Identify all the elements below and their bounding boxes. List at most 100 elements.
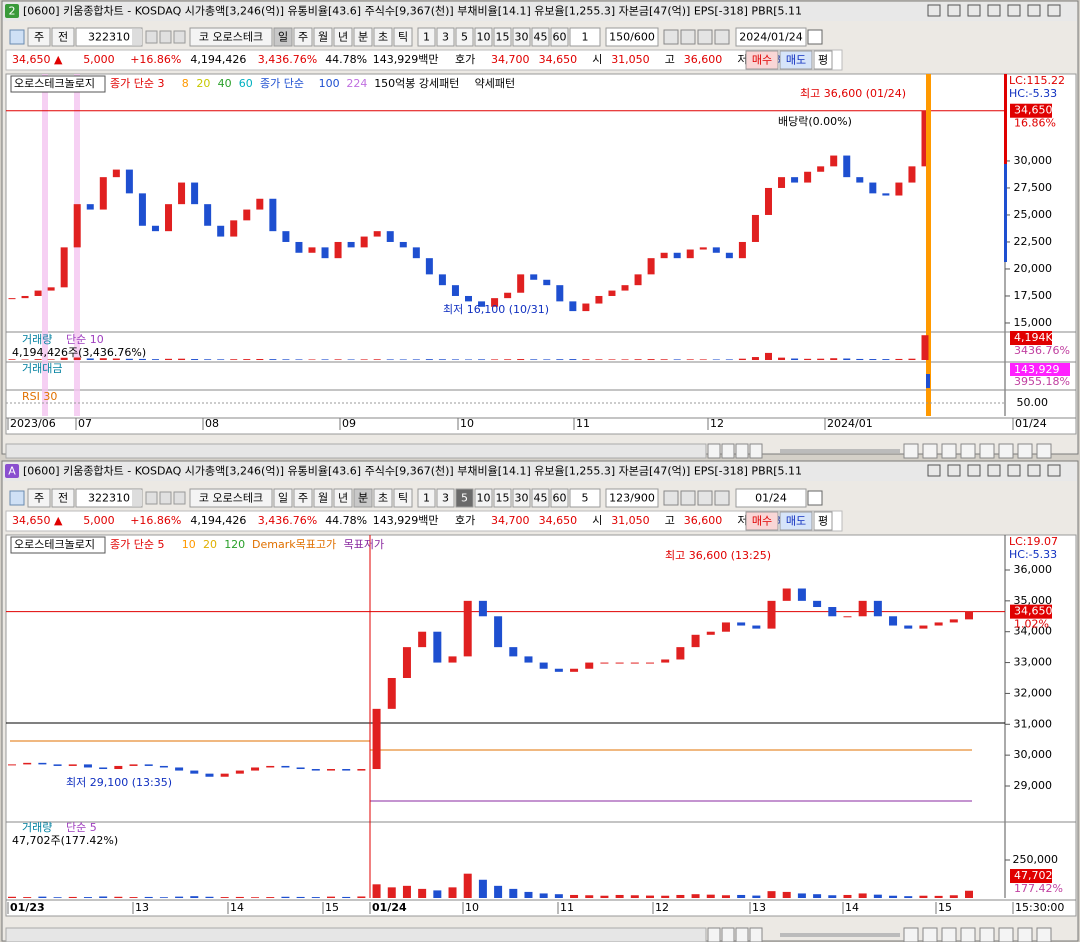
button[interactable] xyxy=(333,27,353,47)
scroll-button[interactable] xyxy=(721,443,735,459)
title-button[interactable] xyxy=(947,464,961,477)
button-label[interactable]: 일 xyxy=(278,30,288,44)
code-input[interactable]: 322310 xyxy=(88,31,130,44)
button[interactable] xyxy=(273,27,293,47)
button[interactable] xyxy=(569,488,601,508)
button-label[interactable]: 3 xyxy=(442,492,449,505)
calendar-icon[interactable] xyxy=(807,490,823,506)
button-label[interactable]: 60 xyxy=(553,31,567,44)
button[interactable] xyxy=(735,27,807,47)
order-button[interactable]: 평 xyxy=(818,54,828,67)
button[interactable] xyxy=(813,511,833,531)
button[interactable] xyxy=(605,27,659,47)
tool-icon[interactable] xyxy=(1017,927,1033,942)
button[interactable] xyxy=(512,488,531,508)
tool-icon[interactable] xyxy=(903,443,919,459)
tool-icon[interactable] xyxy=(714,490,730,506)
button-label[interactable]: 주 xyxy=(34,492,44,505)
button[interactable] xyxy=(436,488,455,508)
title-button[interactable] xyxy=(1027,4,1041,17)
button[interactable] xyxy=(417,488,436,508)
button-label[interactable]: 일 xyxy=(278,491,288,505)
button[interactable] xyxy=(455,27,474,47)
button-label[interactable]: 틱 xyxy=(398,492,408,505)
order-button[interactable]: 매수 xyxy=(752,515,772,528)
button-label[interactable]: 10 xyxy=(477,31,491,44)
button[interactable] xyxy=(550,488,569,508)
button[interactable] xyxy=(333,488,353,508)
button[interactable] xyxy=(189,488,273,508)
scroll-button[interactable] xyxy=(735,443,749,459)
order-button[interactable]: 평 xyxy=(818,515,828,528)
title-button[interactable] xyxy=(967,464,981,477)
dropdown[interactable] xyxy=(132,490,142,506)
button-label[interactable]: 주 xyxy=(298,31,308,44)
scroll-button[interactable] xyxy=(721,927,735,942)
button-label[interactable]: 분 xyxy=(358,492,368,505)
button[interactable] xyxy=(745,50,779,70)
button[interactable] xyxy=(493,27,512,47)
tool-icon[interactable] xyxy=(159,491,172,505)
tool-icon[interactable] xyxy=(173,30,186,44)
button[interactable] xyxy=(313,27,333,47)
tool-icon[interactable] xyxy=(998,443,1014,459)
code-input[interactable]: 322310 xyxy=(88,492,130,505)
button-label[interactable]: 5 xyxy=(461,31,468,44)
title-button[interactable] xyxy=(947,4,961,17)
tool-icon[interactable] xyxy=(663,29,679,45)
tool-icon[interactable] xyxy=(1036,443,1052,459)
button-label[interactable]: 30 xyxy=(515,492,529,505)
button-label[interactable]: 3 xyxy=(442,31,449,44)
button[interactable] xyxy=(436,27,455,47)
button[interactable] xyxy=(51,488,75,508)
button-label[interactable]: 월 xyxy=(318,31,328,44)
title-button[interactable] xyxy=(987,464,1001,477)
scrollbar[interactable] xyxy=(5,443,707,459)
button[interactable] xyxy=(779,511,813,531)
button-label[interactable]: 1 xyxy=(423,492,430,505)
button-label[interactable]: 1 xyxy=(423,31,430,44)
button-label[interactable]: 10 xyxy=(477,492,491,505)
tool-icon[interactable] xyxy=(680,490,696,506)
button-label[interactable]: 코 오로스테크 xyxy=(199,492,263,505)
button[interactable] xyxy=(293,488,313,508)
order-button[interactable]: 매도 xyxy=(786,54,806,67)
button[interactable] xyxy=(474,27,493,47)
button[interactable] xyxy=(189,27,273,47)
button-label[interactable]: 2024/01/24 xyxy=(739,31,802,44)
tool-icon[interactable] xyxy=(998,927,1014,942)
button[interactable] xyxy=(27,27,51,47)
title-button[interactable] xyxy=(1047,4,1061,17)
button[interactable] xyxy=(353,27,373,47)
tool-icon[interactable] xyxy=(1017,443,1033,459)
title-button[interactable] xyxy=(927,464,941,477)
scroll-button[interactable] xyxy=(707,443,721,459)
tool-icon[interactable] xyxy=(903,927,919,942)
button-label[interactable]: 15 xyxy=(496,492,510,505)
button-label[interactable]: 틱 xyxy=(398,31,408,44)
button[interactable] xyxy=(735,488,807,508)
scroll-button[interactable] xyxy=(735,927,749,942)
button-label[interactable]: 45 xyxy=(534,492,548,505)
tool-icon[interactable] xyxy=(979,927,995,942)
button-label[interactable]: 150/600 xyxy=(609,31,655,44)
title-button[interactable] xyxy=(967,4,981,17)
button-label[interactable]: 주 xyxy=(298,492,308,505)
tool-icon[interactable] xyxy=(922,927,938,942)
button[interactable] xyxy=(27,488,51,508)
tool-icon[interactable] xyxy=(159,30,172,44)
zoom-slider[interactable] xyxy=(780,449,900,453)
button[interactable] xyxy=(393,488,413,508)
button-label[interactable]: 60 xyxy=(553,492,567,505)
tool-icon[interactable] xyxy=(941,443,957,459)
button-label[interactable]: 1 xyxy=(582,31,589,44)
title-button[interactable] xyxy=(1007,464,1021,477)
button[interactable] xyxy=(779,50,813,70)
button[interactable] xyxy=(550,27,569,47)
title-button[interactable] xyxy=(927,4,941,17)
order-button[interactable]: 매수 xyxy=(752,54,772,67)
scroll-button[interactable] xyxy=(707,927,721,942)
button[interactable] xyxy=(512,27,531,47)
button-label[interactable]: 01/24 xyxy=(755,492,787,505)
button[interactable] xyxy=(474,488,493,508)
